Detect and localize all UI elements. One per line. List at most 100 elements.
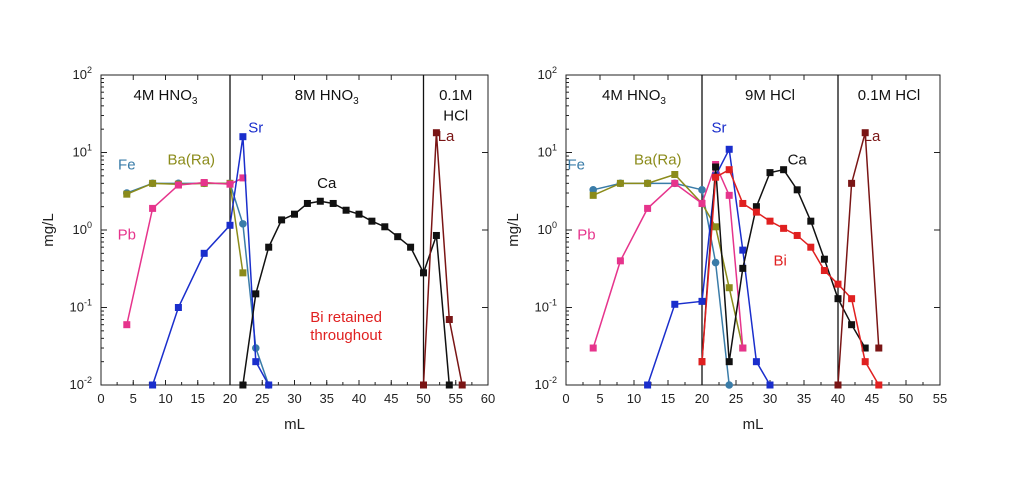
series-label-pb: Pb — [118, 227, 136, 244]
data-point-la — [420, 381, 427, 389]
y-tick-exponent: 0 — [87, 220, 92, 230]
region-label-hcl: HCl — [443, 108, 468, 125]
annotation-throughout: throughout — [310, 327, 383, 344]
data-point-ca — [316, 197, 324, 205]
data-point-bi — [739, 199, 747, 207]
y-tick-label: 10-2 — [535, 375, 557, 392]
data-point-sr — [252, 358, 260, 366]
series-ba-ra: Ba(Ra) — [589, 152, 747, 352]
data-point-sr — [644, 381, 652, 389]
y-tick-exponent: 1 — [87, 143, 92, 153]
data-point-ba-ra — [712, 223, 720, 231]
data-point-ba-ra — [149, 179, 157, 187]
data-point-sr — [265, 381, 273, 389]
data-point-fe — [252, 344, 260, 352]
data-point-ca — [239, 381, 247, 389]
data-point-bi — [848, 295, 856, 303]
series-pb: Pb — [118, 174, 247, 329]
region-label-subscript: 3 — [192, 96, 198, 107]
data-point-pb — [174, 181, 182, 189]
x-tick-label: 45 — [384, 391, 398, 406]
data-point-pb — [226, 180, 234, 188]
data-point-sr — [149, 381, 157, 389]
region-label-8m-hno: 8M HNO3 — [295, 87, 359, 107]
annotation-bi-retained: Bi retained — [310, 309, 382, 326]
data-point-la — [861, 129, 869, 137]
data-point-bi — [861, 358, 869, 366]
series-line-sr — [151, 136, 270, 386]
data-point-ba-ra — [616, 179, 624, 187]
series-line-sr — [646, 146, 771, 386]
data-point-ba-ra — [725, 284, 733, 292]
data-point-ba-ra — [123, 190, 131, 198]
data-point-bi — [834, 280, 842, 288]
series-ca: Ca — [239, 175, 453, 389]
data-point-ba-ra — [644, 179, 652, 187]
y-tick-exponent: 2 — [552, 65, 557, 75]
data-point-sr — [739, 246, 747, 254]
data-point-bi — [725, 166, 733, 174]
data-point-sr — [698, 297, 706, 305]
data-point-ca — [278, 216, 286, 224]
series-line-pb — [126, 177, 244, 325]
data-point-ca — [420, 269, 427, 277]
data-point-ca — [834, 295, 842, 303]
data-point-bi — [820, 267, 828, 275]
data-point-la — [432, 129, 440, 137]
data-point-la — [458, 381, 466, 389]
region-label-0-1m-hcl: 0.1M HCl — [858, 87, 921, 104]
x-tick-label: 20 — [223, 391, 237, 406]
x-tick-label: 25 — [255, 391, 269, 406]
data-point-ba-ra — [239, 269, 247, 277]
data-point-pb — [200, 179, 208, 187]
data-point-fe — [239, 220, 247, 228]
series-la: La — [834, 128, 883, 389]
data-point-pb — [698, 199, 706, 207]
data-point-ca — [252, 290, 260, 298]
series-label-sr: Sr — [248, 120, 263, 137]
x-tick-label: 40 — [352, 391, 366, 406]
y-tick-label: 100 — [73, 220, 92, 237]
data-point-ca — [766, 169, 774, 177]
x-tick-label: 10 — [627, 391, 641, 406]
series-line-la — [837, 132, 880, 386]
x-tick-label: 5 — [130, 391, 137, 406]
x-tick-label: 0 — [562, 391, 569, 406]
series-la: La — [420, 128, 466, 389]
y-tick-exponent: -1 — [84, 298, 92, 308]
data-point-ca — [712, 163, 720, 171]
data-point-sr — [239, 133, 247, 141]
data-point-la — [848, 179, 856, 187]
x-tick-label: 60 — [481, 391, 495, 406]
data-point-ca — [445, 381, 453, 389]
y-tick-label: 102 — [73, 65, 92, 82]
series-label-fe: Fe — [567, 157, 585, 174]
x-tick-label: 0 — [97, 391, 104, 406]
x-tick-label: 25 — [729, 391, 743, 406]
series-label-fe: Fe — [118, 157, 136, 174]
series-label-la: La — [864, 128, 881, 145]
x-tick-label: 50 — [416, 391, 430, 406]
data-point-sr — [671, 300, 679, 308]
data-point-pb — [123, 321, 131, 329]
y-tick-label: 10-1 — [535, 298, 557, 315]
x-tick-label: 55 — [933, 391, 947, 406]
data-point-ca — [329, 199, 337, 207]
data-point-la — [445, 316, 453, 324]
data-point-fe — [725, 381, 733, 389]
series-label-pb: Pb — [577, 227, 595, 244]
y-tick-exponent: -1 — [549, 298, 557, 308]
data-point-ca — [848, 321, 856, 329]
chart-left: 0 5 10 15 20 25 30 35 40 45 50 55 6010-210-110010110… — [40, 65, 495, 433]
data-point-ca — [725, 358, 733, 366]
data-point-pb — [644, 204, 652, 212]
data-point-ca — [381, 223, 389, 231]
plot-frame — [100, 74, 489, 386]
data-point-sr — [752, 358, 760, 366]
y-tick-exponent: 2 — [87, 65, 92, 75]
data-point-ca — [407, 243, 415, 251]
x-axis-label: mL — [284, 416, 305, 433]
series-label-sr: Sr — [712, 120, 727, 137]
series-line-pb — [592, 162, 744, 349]
data-point-pb — [739, 344, 747, 352]
